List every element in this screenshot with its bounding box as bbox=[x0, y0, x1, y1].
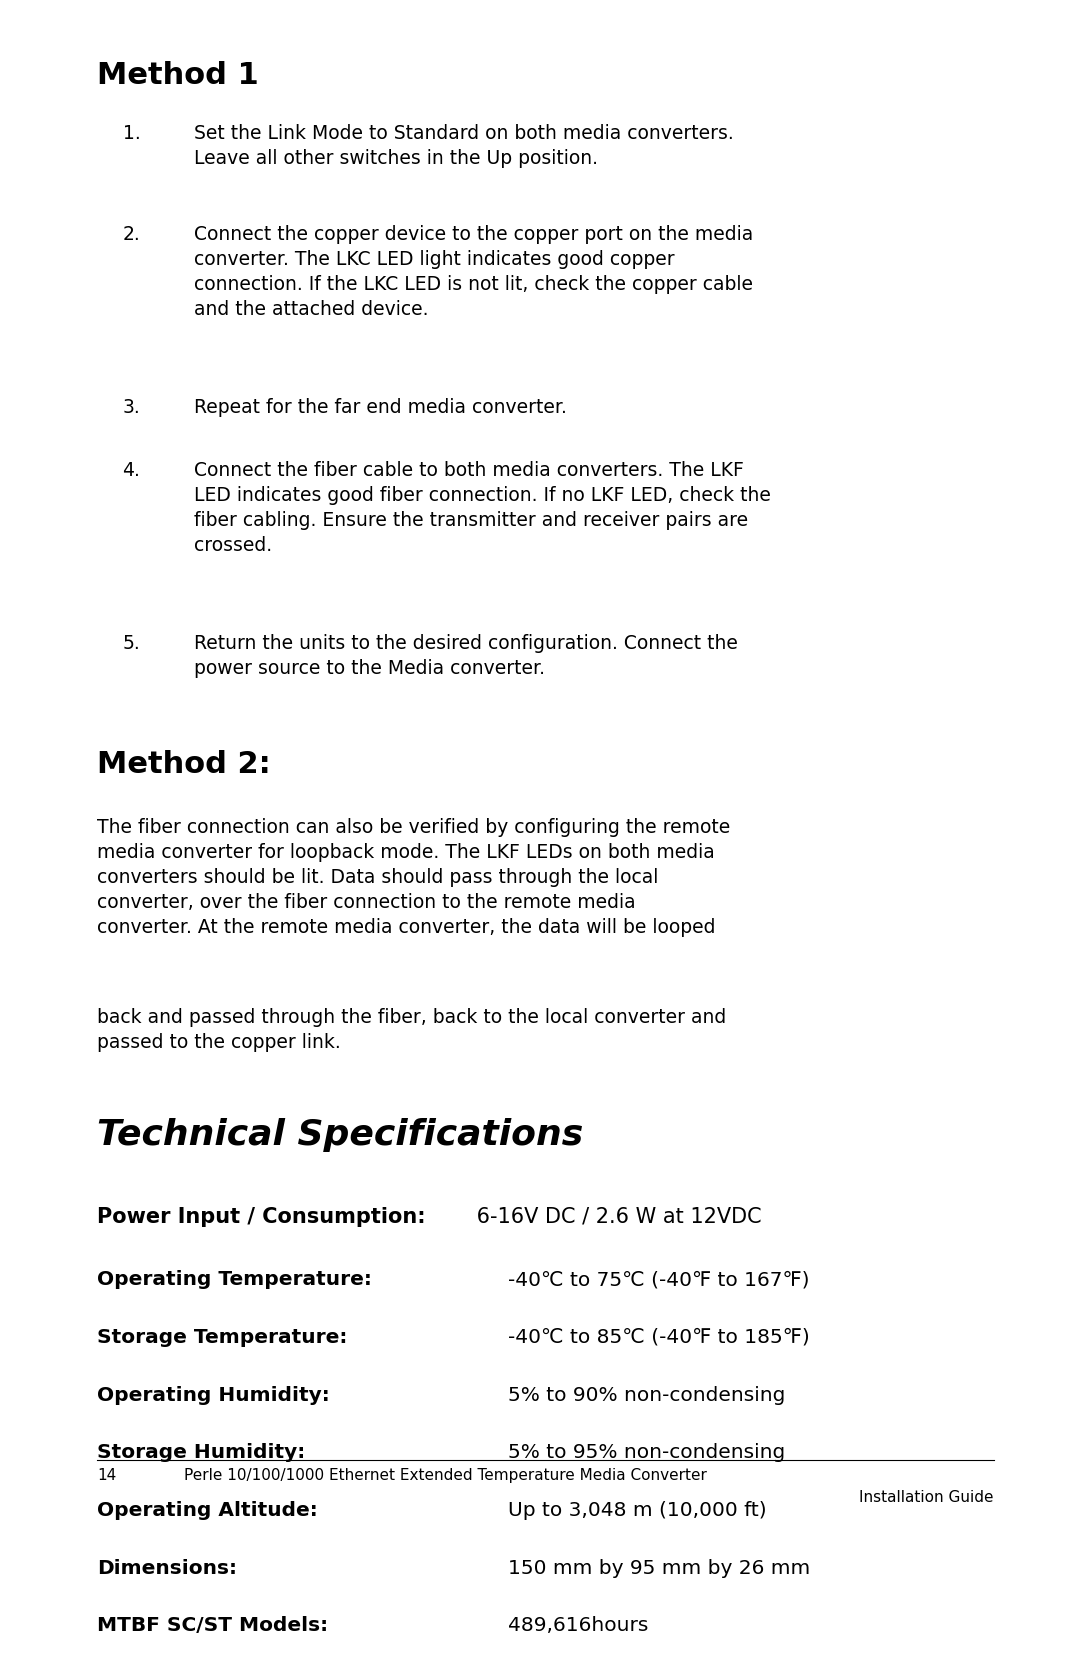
Text: 4.: 4. bbox=[122, 461, 140, 481]
Text: Installation Guide: Installation Guide bbox=[859, 1490, 994, 1505]
Text: 489,616hours: 489,616hours bbox=[508, 1616, 648, 1636]
Text: 1.: 1. bbox=[123, 125, 140, 144]
Text: 3.: 3. bbox=[123, 397, 140, 417]
Text: Power Input / Consumption:: Power Input / Consumption: bbox=[97, 1207, 426, 1227]
Text: Return the units to the desired configuration. Connect the
power source to the M: Return the units to the desired configur… bbox=[194, 634, 739, 678]
Text: Operating Humidity:: Operating Humidity: bbox=[97, 1385, 330, 1405]
Text: Connect the copper device to the copper port on the media
converter. The LKC LED: Connect the copper device to the copper … bbox=[194, 225, 754, 319]
Text: 2.: 2. bbox=[123, 225, 140, 244]
Text: Method 2:: Method 2: bbox=[97, 749, 271, 779]
Text: Operating Temperature:: Operating Temperature: bbox=[97, 1270, 373, 1288]
Text: Up to 3,048 m (10,000 ft): Up to 3,048 m (10,000 ft) bbox=[508, 1500, 766, 1520]
Text: Connect the fiber cable to both media converters. The LKF
LED indicates good fib: Connect the fiber cable to both media co… bbox=[194, 461, 771, 556]
Text: Perle 10/100/1000 Ethernet Extended Temperature Media Converter: Perle 10/100/1000 Ethernet Extended Temp… bbox=[184, 1467, 706, 1482]
Text: Set the Link Mode to Standard on both media converters.
Leave all other switches: Set the Link Mode to Standard on both me… bbox=[194, 125, 734, 169]
Text: MTBF SC/ST Models:: MTBF SC/ST Models: bbox=[97, 1616, 328, 1636]
Text: -40℃ to 75℃ (-40℉ to 167℉): -40℃ to 75℃ (-40℉ to 167℉) bbox=[508, 1270, 809, 1288]
Text: 5% to 95% non-condensing: 5% to 95% non-condensing bbox=[508, 1444, 785, 1462]
Text: back and passed through the fiber, back to the local converter and
passed to the: back and passed through the fiber, back … bbox=[97, 1008, 727, 1051]
Text: -40℃ to 85℃ (-40℉ to 185℉): -40℃ to 85℃ (-40℉ to 185℉) bbox=[508, 1329, 809, 1347]
Text: Storage Temperature:: Storage Temperature: bbox=[97, 1329, 348, 1347]
Text: 150 mm by 95 mm by 26 mm: 150 mm by 95 mm by 26 mm bbox=[508, 1559, 810, 1577]
Text: 5.: 5. bbox=[123, 634, 140, 653]
Text: 14: 14 bbox=[97, 1467, 117, 1482]
Text: Operating Altitude:: Operating Altitude: bbox=[97, 1500, 318, 1520]
Text: 5% to 90% non-condensing: 5% to 90% non-condensing bbox=[508, 1385, 785, 1405]
Text: Storage Humidity:: Storage Humidity: bbox=[97, 1444, 306, 1462]
Text: 6-16V DC / 2.6 W at 12VDC: 6-16V DC / 2.6 W at 12VDC bbox=[470, 1207, 761, 1227]
Text: Dimensions:: Dimensions: bbox=[97, 1559, 238, 1577]
Text: The fiber connection can also be verified by configuring the remote
media conver: The fiber connection can also be verifie… bbox=[97, 818, 730, 936]
Text: Technical Specifications: Technical Specifications bbox=[97, 1118, 583, 1153]
Text: Repeat for the far end media converter.: Repeat for the far end media converter. bbox=[194, 397, 567, 417]
Text: Method 1: Method 1 bbox=[97, 60, 259, 90]
